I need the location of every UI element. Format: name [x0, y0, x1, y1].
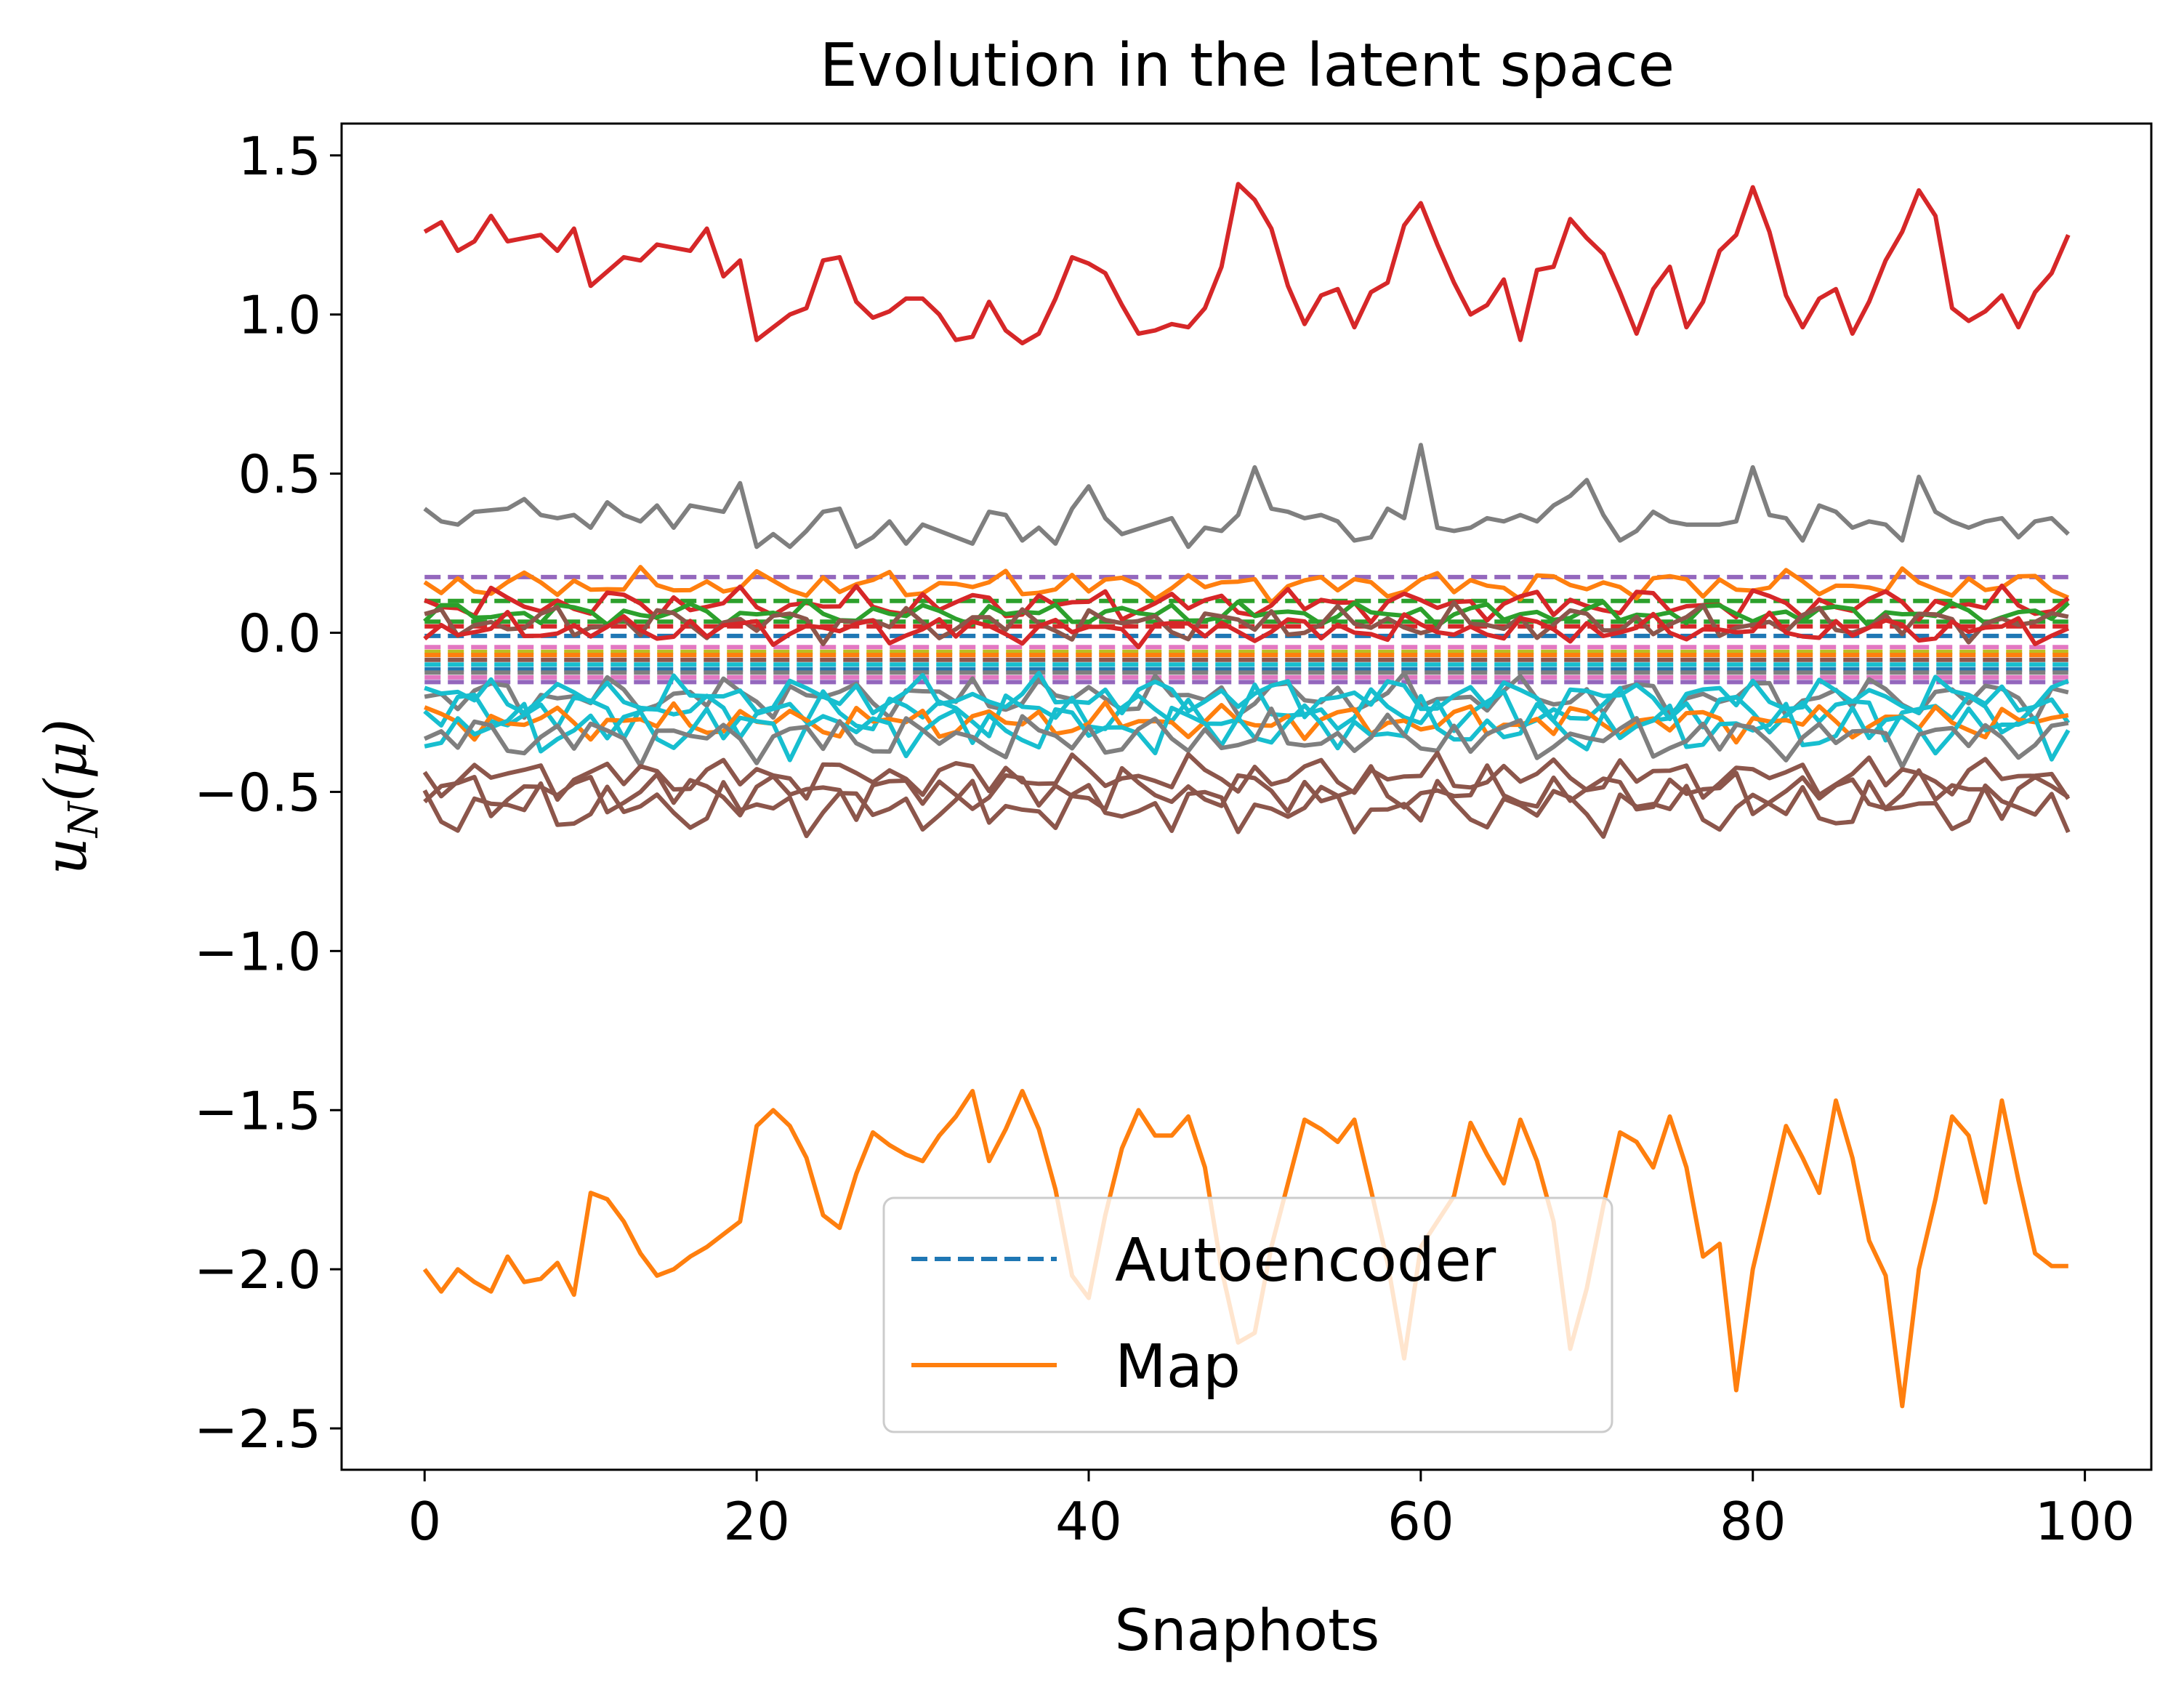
- x-tick-label: 100: [2035, 1491, 2135, 1552]
- y-axis-ticks: 1.5 1.0 0.5 0.0 −0.5 −1.0 −1.5 −2.0 −2.5: [194, 126, 342, 1460]
- x-tick-label: 40: [1055, 1491, 1122, 1552]
- map-series-line: [424, 670, 2069, 723]
- legend-box: [882, 1196, 1613, 1433]
- map-series-line: [423, 707, 2069, 770]
- map-series-line: [423, 443, 2070, 550]
- legend-label-autoencoder: Autoencoder: [1115, 1226, 1496, 1295]
- map-series-line: [424, 693, 2071, 763]
- x-axis-ticks: 0 20 40 60 80 100: [408, 1470, 2135, 1552]
- y-tick-label: −2.5: [194, 1399, 321, 1460]
- y-tick-label: 0.5: [238, 444, 321, 505]
- y-axis-label: uN(μ): [32, 719, 108, 875]
- plot-frame: [340, 122, 2153, 1471]
- y-tick-label: 1.5: [238, 126, 321, 187]
- y-tick-label: −1.0: [194, 921, 321, 982]
- x-axis-label: Snaphots: [1115, 1598, 1380, 1664]
- chart-title: Evolution in the latent space: [820, 31, 1675, 100]
- map-series-line: [422, 750, 2071, 802]
- map-series-line: [423, 598, 2070, 629]
- y-tick-label: −1.5: [194, 1080, 321, 1141]
- x-tick-label: 60: [1387, 1491, 1454, 1552]
- y-tick-label: −0.5: [194, 762, 321, 823]
- x-tick-label: 0: [408, 1491, 441, 1552]
- map-series-line: [423, 565, 2070, 605]
- map-series-line: [423, 610, 2070, 650]
- y-tick-label: 0.0: [238, 603, 321, 664]
- legend-label-map: Map: [1115, 1332, 1241, 1401]
- legend: Autoencoder Map: [882, 1196, 1613, 1433]
- map-series-line: [423, 182, 2071, 346]
- map-lines: [422, 182, 2071, 1409]
- map-series-line: [422, 778, 2071, 839]
- x-tick-label: 80: [1720, 1491, 1786, 1552]
- x-tick-label: 20: [723, 1491, 790, 1552]
- y-tick-label: 1.0: [238, 285, 321, 346]
- y-tick-label: −2.0: [194, 1239, 321, 1300]
